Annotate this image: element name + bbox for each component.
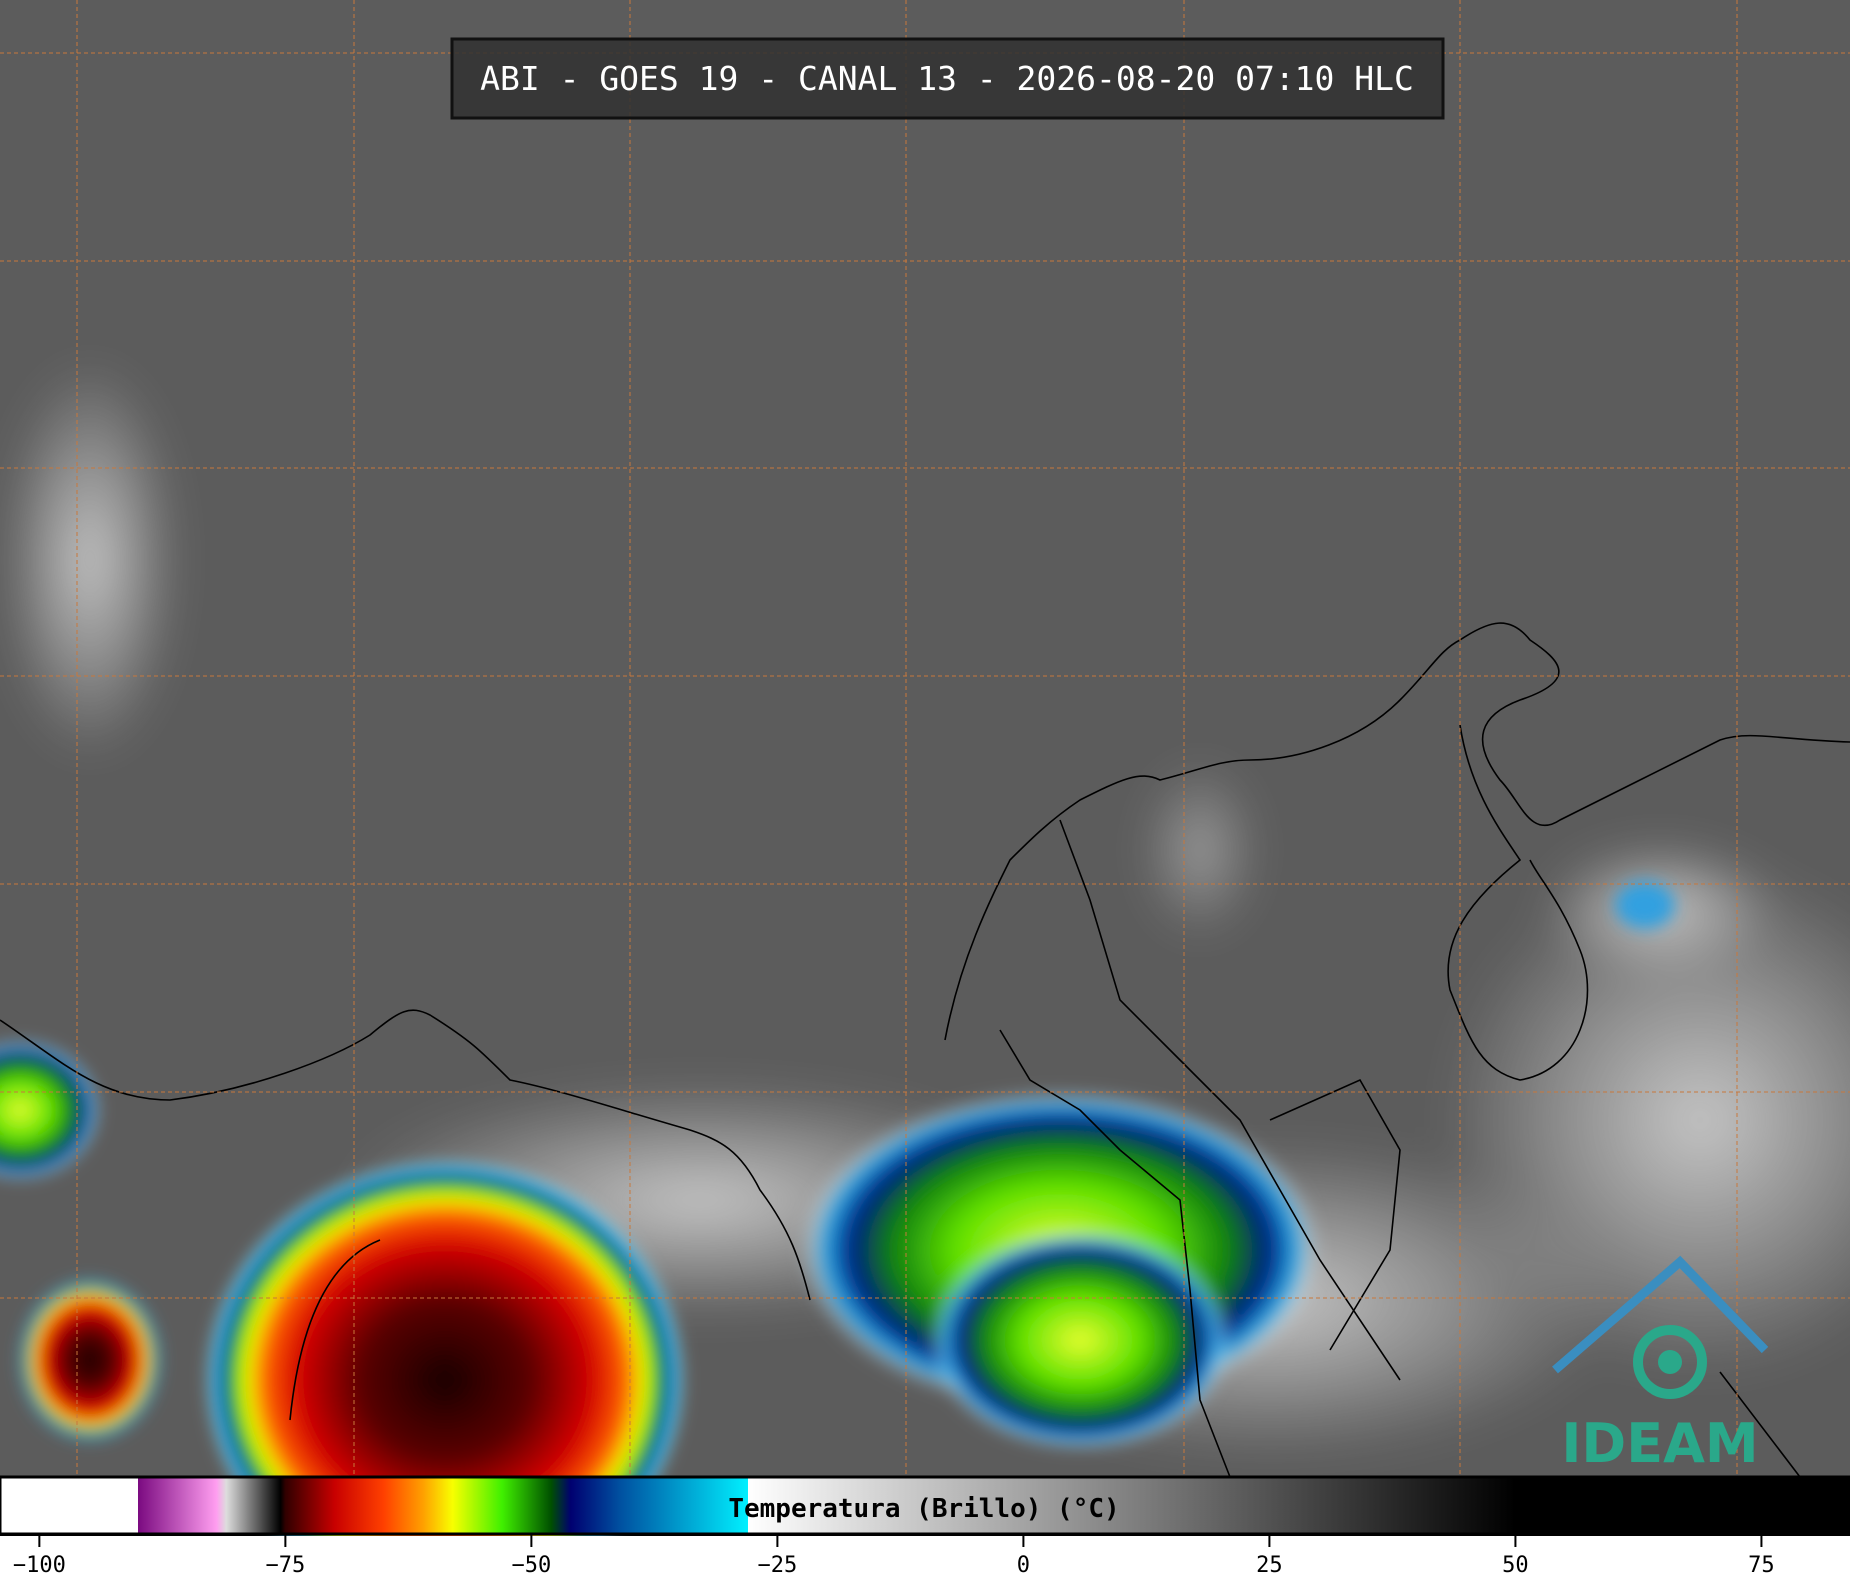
tick-area <box>0 1536 1850 1577</box>
tick-label: 0 <box>1017 1553 1030 1577</box>
tick-label: 75 <box>1748 1553 1775 1577</box>
ideam-logo: IDEAM <box>1552 1255 1769 1475</box>
storms <box>0 881 1675 1577</box>
lat-lon-grid <box>0 0 1850 1477</box>
logo-text: IDEAM <box>1561 1412 1758 1475</box>
tick-label: −25 <box>758 1553 798 1577</box>
title: ABI - GOES 19 - CANAL 13 - 2026-08-20 07… <box>480 59 1414 98</box>
tick-label: −50 <box>512 1553 552 1577</box>
tick-label: 25 <box>1256 1553 1283 1577</box>
tick-label: −100 <box>13 1553 66 1577</box>
tick-label: 50 <box>1502 1553 1529 1577</box>
colorbar-label: Temperatura (Brillo) (°C) <box>728 1494 1119 1524</box>
tick-label: −75 <box>265 1553 305 1577</box>
colorbar <box>0 1475 1850 1536</box>
title-box <box>450 37 1445 120</box>
